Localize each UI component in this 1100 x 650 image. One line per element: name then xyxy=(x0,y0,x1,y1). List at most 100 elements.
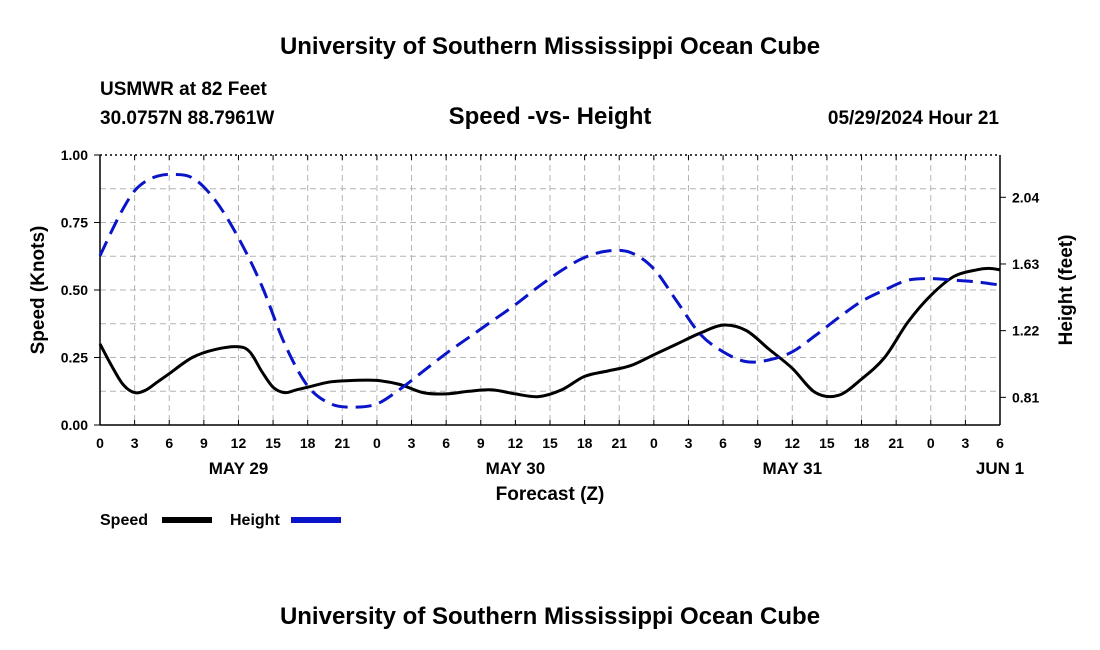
data-point-height xyxy=(469,337,470,338)
data-point-speed xyxy=(157,381,158,382)
x-tick-label: 0 xyxy=(96,435,104,451)
data-point-height xyxy=(423,371,424,372)
data-point-height xyxy=(607,250,608,251)
x-tick-label: 6 xyxy=(996,435,1004,451)
data-point-speed xyxy=(376,380,377,381)
x-tick-label: 9 xyxy=(200,435,208,451)
data-point-height xyxy=(723,351,724,352)
y-left-tick-label: 0.25 xyxy=(61,350,88,366)
data-point-height xyxy=(884,289,885,290)
x-tick-label: 3 xyxy=(131,435,139,451)
x-tick-label: 21 xyxy=(611,435,627,451)
data-point-speed xyxy=(492,389,493,390)
data-point-height xyxy=(157,176,158,177)
x-tick-label: 3 xyxy=(408,435,416,451)
data-point-height xyxy=(746,361,747,362)
data-point-speed xyxy=(746,330,747,331)
data-point-speed xyxy=(653,354,654,355)
data-point-height xyxy=(861,301,862,302)
location-label: 30.0757N 88.7961W xyxy=(100,108,274,129)
data-point-speed xyxy=(769,349,770,350)
x-tick-label: 0 xyxy=(927,435,935,451)
data-point-speed xyxy=(123,384,124,385)
data-point-height xyxy=(769,359,770,360)
data-point-height xyxy=(330,403,331,404)
data-point-height xyxy=(146,180,147,181)
data-point-height xyxy=(584,257,585,258)
data-point-speed xyxy=(723,325,724,326)
data-point-speed xyxy=(584,376,585,377)
data-point-speed xyxy=(792,368,793,369)
data-point-speed xyxy=(99,343,100,344)
axes: 0 3 6 9 12 15 18 21 0 3 6 9 12 15 18 21 0 3 6 9 12 15 18 21 0 3 6 0… xyxy=(61,147,1040,478)
series-line-height xyxy=(98,172,1001,409)
x-tick-label: 15 xyxy=(542,435,558,451)
data-point-height xyxy=(399,389,400,390)
data-point-speed xyxy=(273,387,274,388)
x-tick-label: 21 xyxy=(335,435,351,451)
x-date-label: MAY 30 xyxy=(486,459,546,478)
data-point-speed xyxy=(469,391,470,392)
data-point-speed xyxy=(307,387,308,388)
data-point-height xyxy=(111,231,112,232)
data-point-height xyxy=(838,317,839,318)
data-point-height xyxy=(446,353,447,354)
data-point-speed xyxy=(953,276,954,277)
y-right-tick-label: 2.04 xyxy=(1012,189,1039,205)
y-left-tick-label: 1.00 xyxy=(61,147,88,163)
data-point-speed xyxy=(999,269,1000,270)
legend-speed-label: Speed xyxy=(100,512,148,529)
y-right-tick-label: 1.63 xyxy=(1012,256,1039,272)
y-left-tick-label: 0.75 xyxy=(61,215,88,231)
x-tick-label: 12 xyxy=(231,435,247,451)
data-point-speed xyxy=(988,268,989,269)
x-tick-label: 18 xyxy=(854,435,870,451)
data-point-height xyxy=(123,208,124,209)
data-point-speed xyxy=(146,389,147,390)
data-point-height xyxy=(561,270,562,271)
x-tick-label: 15 xyxy=(265,435,281,451)
data-point-speed xyxy=(192,357,193,358)
data-point-speed xyxy=(353,380,354,381)
data-point-height xyxy=(815,335,816,336)
x-tick-label: 0 xyxy=(650,435,658,451)
y-axis-right-label: Height (feet) xyxy=(1056,235,1077,346)
grid xyxy=(100,155,1000,425)
data-point-height xyxy=(134,190,135,191)
data-point-speed xyxy=(815,392,816,393)
x-tick-label: 6 xyxy=(442,435,450,451)
x-tick-label: 0 xyxy=(373,435,381,451)
y-left-tick-label: 0.00 xyxy=(61,417,88,433)
data-point-speed xyxy=(111,365,112,366)
x-axis-label: Forecast (Z) xyxy=(496,484,605,505)
data-point-speed xyxy=(515,393,516,394)
data-point-speed xyxy=(330,381,331,382)
data-point-speed xyxy=(884,357,885,358)
data-point-height xyxy=(676,301,677,302)
data-point-height xyxy=(99,255,100,256)
data-point-height xyxy=(169,174,170,175)
data-point-height xyxy=(353,407,354,408)
x-tick-label: 12 xyxy=(508,435,524,451)
station-label: USMWR at 82 Feet xyxy=(100,79,267,100)
x-tick-label: 18 xyxy=(577,435,593,451)
x-date-label: MAY 31 xyxy=(763,459,823,478)
data-point-speed xyxy=(561,389,562,390)
data-point-speed xyxy=(399,384,400,385)
data-point-height xyxy=(699,333,700,334)
data-point-speed xyxy=(423,392,424,393)
data-point-height xyxy=(376,403,377,404)
data-point-speed xyxy=(284,392,285,393)
data-point-speed xyxy=(249,352,250,353)
data-point-height xyxy=(907,280,908,281)
y-axis-left-label: Speed (Knots) xyxy=(28,226,49,355)
x-tick-label: 6 xyxy=(719,435,727,451)
data-point-speed xyxy=(607,370,608,371)
x-tick-label: 3 xyxy=(685,435,693,451)
data-point-height xyxy=(999,285,1000,286)
x-tick-label: 9 xyxy=(754,435,762,451)
data-point-speed xyxy=(838,395,839,396)
legend-height-label: Height xyxy=(230,512,280,529)
legend: Speed Height xyxy=(100,512,341,529)
